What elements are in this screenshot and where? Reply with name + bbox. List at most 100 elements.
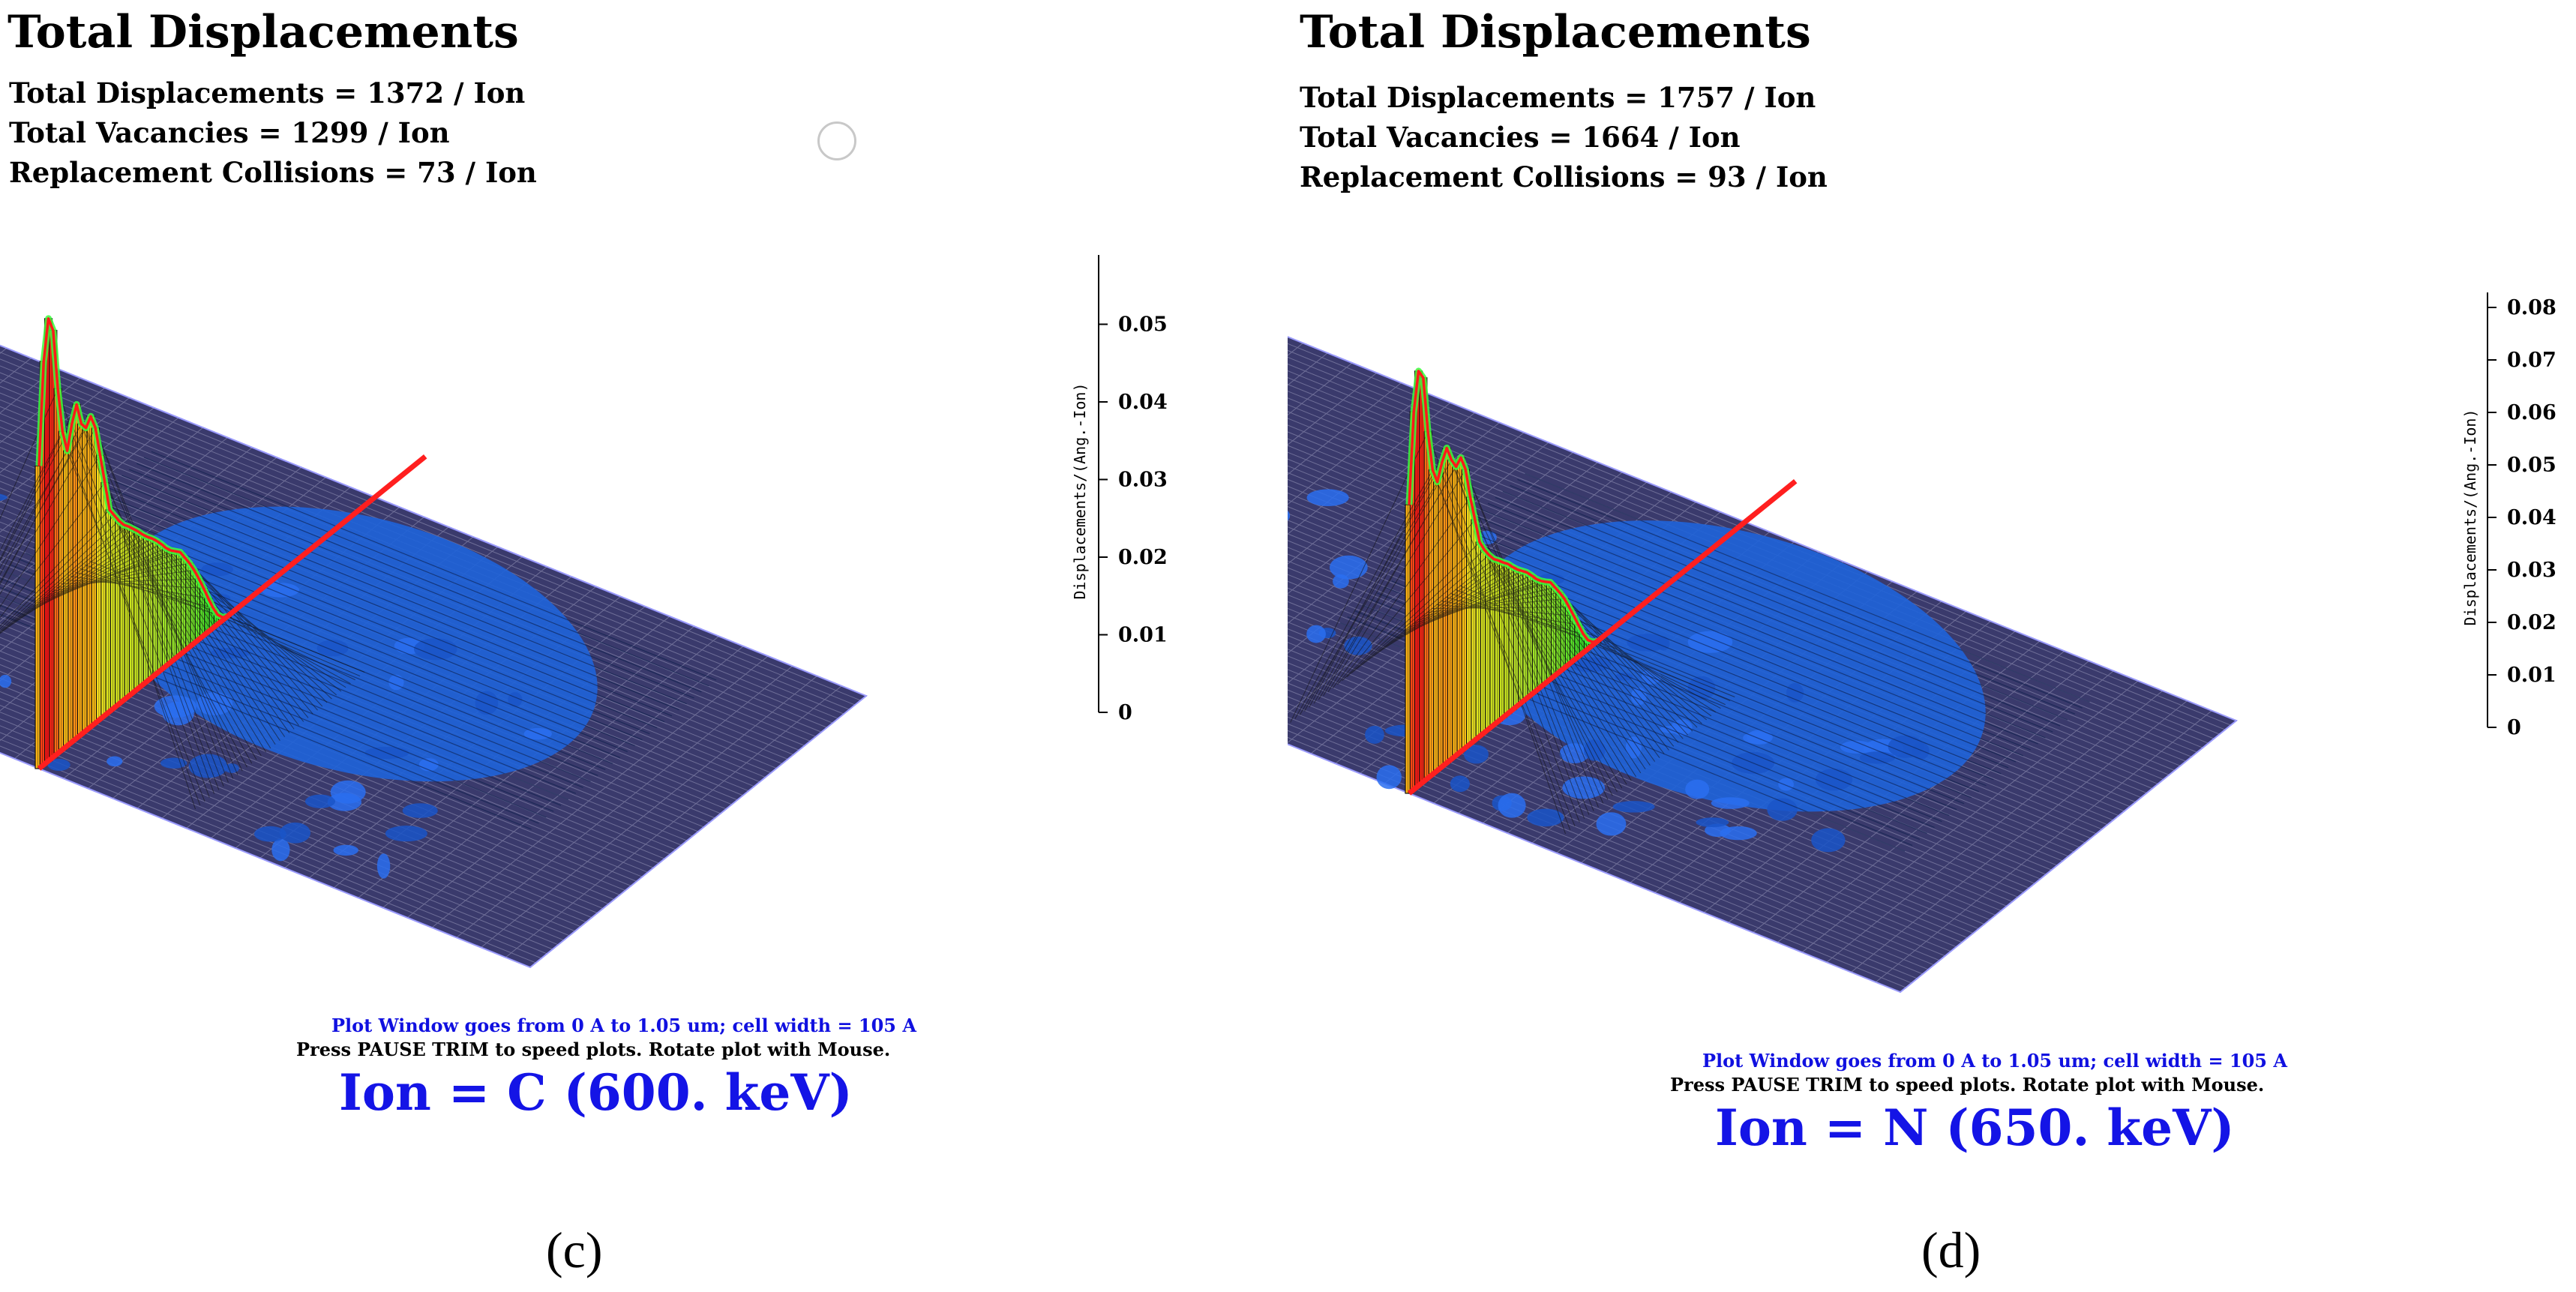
cloud-blob — [0, 674, 12, 688]
stat-replacement-collisions: Replacement Collisions = 93 / Ion — [1300, 160, 1828, 193]
z-tick-label: 0.01 — [1118, 623, 1168, 646]
z-tick-label: 0.05 — [1118, 313, 1168, 336]
grid-line — [1851, 700, 2188, 973]
z-tick-label: 0.04 — [1118, 391, 1168, 414]
mesh-line — [1487, 502, 2053, 733]
mesh-line — [1465, 520, 2031, 751]
surface-plot[interactable]: GaN00.010.020.030.040.050.060.070.08Disp… — [1288, 217, 2575, 1012]
mesh-line — [1450, 532, 2017, 763]
z-tick-label: 0.07 — [2507, 349, 2557, 372]
z-tick-label: 0.03 — [2507, 559, 2557, 582]
grid-line — [1288, 362, 1353, 416]
cloud-blob — [1596, 812, 1627, 836]
cloud-blob — [1720, 826, 1757, 841]
stat-total-vacancies: Total Vacancies = 1664 / Ion — [1300, 121, 1741, 154]
z-tick-label: 0.06 — [2507, 401, 2557, 424]
cloud-blob — [1840, 740, 1873, 754]
grid-line — [0, 377, 81, 444]
mesh-line — [1510, 484, 2076, 715]
cloud-blob — [388, 674, 404, 691]
grid-line — [481, 676, 817, 948]
cloud-blob — [1815, 768, 1853, 791]
grid-line — [0, 417, 179, 562]
grid-line — [456, 665, 793, 938]
ion-label: Ion = N (650. keV) — [1715, 1099, 2235, 1157]
cloud-blob — [304, 794, 336, 808]
cloud-blob — [1344, 636, 1372, 655]
cloud-blob — [1376, 765, 1402, 790]
cloud-blob — [1687, 631, 1733, 653]
cloud-blob — [1365, 725, 1384, 744]
panel-c: Total Displacements Total Displacements … — [0, 6, 1288, 1279]
cloud-blob — [1685, 779, 1710, 799]
z-tick-label: 0.04 — [2507, 506, 2557, 529]
ion-label: Ion = C (600. keV) — [339, 1063, 853, 1122]
grid-line — [529, 695, 867, 968]
z-tick-label: 0.02 — [2507, 611, 2557, 634]
beam-axis — [37, 454, 427, 771]
cloud-blob — [1767, 798, 1798, 821]
stat-total-displacements: Total Displacements = 1757 / Ion — [1300, 81, 1816, 114]
cloud-blob — [1625, 736, 1642, 759]
cloud-blob — [1811, 828, 1846, 853]
z-tick-label: 0.03 — [1118, 468, 1168, 491]
grid-line — [1288, 382, 1402, 475]
cloud-blob — [1330, 555, 1368, 580]
z-tick-label: 0 — [2507, 716, 2521, 739]
cloud-blob — [1288, 510, 1291, 521]
mesh-line — [1473, 514, 2038, 745]
cloud-blob — [154, 695, 196, 718]
mesh-line — [1502, 490, 2068, 721]
cloud-blob — [47, 758, 70, 771]
stat-total-vacancies: Total Vacancies = 1299 / Ion — [9, 116, 450, 149]
z-tick-label: 0.01 — [2507, 664, 2557, 687]
cloud-blob — [402, 803, 438, 818]
surface-plot[interactable]: GaN00.010.020.030.040.05Displacements/(A… — [0, 217, 1288, 1012]
cloud-blob — [1463, 745, 1489, 764]
mesh-line — [1458, 526, 2024, 757]
cloud-blob — [106, 756, 123, 767]
cloud-blob — [1711, 797, 1750, 809]
grid-line — [1875, 710, 2212, 983]
grid-line — [1288, 392, 1426, 505]
cloud-blob — [1627, 634, 1669, 652]
grid-line — [1288, 372, 1378, 445]
mesh-line — [91, 499, 658, 729]
panel-caption: (d) — [1921, 1222, 1981, 1279]
z-tick-label: 0.08 — [2507, 296, 2557, 319]
cloud-blob — [1306, 625, 1326, 643]
grid-line — [1801, 680, 2139, 953]
cloud-blob — [418, 758, 439, 772]
cloud-body — [113, 506, 598, 782]
mesh-line — [84, 505, 650, 735]
mesh-line — [121, 475, 687, 705]
mesh-line — [143, 457, 709, 687]
cloud-blob — [0, 493, 7, 501]
cloud-blob — [1859, 751, 1896, 764]
cloud-blob — [224, 763, 239, 773]
plot-window-note: Plot Window goes from 0 A to 1.05 um; ce… — [331, 1015, 916, 1036]
profile-line — [1408, 370, 1598, 643]
mesh-line — [1495, 496, 2061, 727]
cloud-blob — [330, 780, 366, 804]
cloud-blob — [271, 838, 290, 862]
z-tick-label: 0.05 — [2507, 454, 2557, 477]
stat-replacement-collisions: Replacement Collisions = 73 / Ion — [9, 156, 537, 189]
cloud-blob — [385, 826, 427, 842]
cloud-blob — [1306, 489, 1349, 507]
stats-block: Total Displacements = 1372 / Ion Total V… — [9, 73, 537, 193]
cloud-blob — [1778, 778, 1794, 791]
mesh-line — [106, 487, 673, 717]
mesh-line — [99, 493, 665, 723]
grid-line — [382, 636, 719, 908]
cloud-blob — [1498, 793, 1526, 818]
grid-line — [1288, 402, 1451, 535]
mesh-line — [1480, 508, 2046, 739]
grid-line — [1826, 690, 2164, 963]
cloud-blob — [414, 638, 457, 661]
mesh-line — [114, 481, 680, 711]
cloud-blob — [1450, 775, 1470, 793]
beam-axis — [1407, 478, 1798, 796]
cloud-blob — [316, 640, 349, 657]
mesh-line — [1517, 478, 2083, 709]
